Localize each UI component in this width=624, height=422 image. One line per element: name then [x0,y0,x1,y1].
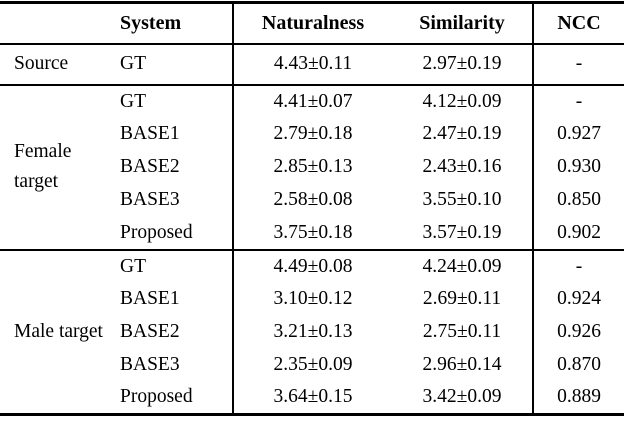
naturalness-cell: 2.58±0.08 [232,183,392,217]
ncc-cell: 0.927 [532,117,624,151]
naturalness-cell: 3.75±0.18 [232,216,392,250]
ncc-cell: 0.870 [532,348,624,382]
table-row: BASE1 3.10±0.12 2.69±0.11 0.924 [0,282,624,316]
system-cell: Proposed [120,386,193,408]
naturalness-cell: 4.49±0.08 [232,249,392,283]
ncc-cell: 0.889 [532,381,624,415]
similarity-cell: 2.75±0.11 [422,321,502,342]
naturalness-cell: 2.35±0.09 [232,348,392,382]
ncc-cell: - [532,43,624,85]
group-label: Source [14,52,69,74]
similarity-cell: 2.69±0.11 [422,288,502,309]
ncc-cell: 0.926 [532,315,624,349]
similarity-cell: 2.47±0.19 [422,123,502,144]
similarity-cell: 2.43±0.16 [422,156,502,177]
naturalness-cell: 4.43±0.11 [232,43,392,85]
system-cell: GT [120,53,146,74]
system-cell: GT [120,90,146,112]
naturalness-cell: 3.21±0.13 [232,315,392,349]
system-cell: BASE1 [120,288,180,309]
ncc-cell: 0.930 [532,150,624,184]
row-group: Source GT 4.43±0.11 2.97±0.19 - [0,43,624,85]
system-cell: BASE3 [120,354,180,375]
similarity-cell: 2.97±0.19 [422,53,502,74]
system-cell: Proposed [120,221,193,243]
ncc-cell: 0.902 [532,216,624,250]
table-header: System Naturalness Similarity NCC [0,2,624,44]
similarity-cell: 2.96±0.14 [422,354,502,375]
naturalness-cell: 3.10±0.12 [232,282,392,316]
ncc-cell: - [532,249,624,283]
naturalness-cell: 4.41±0.07 [232,84,392,118]
table-row: BASE1 2.79±0.18 2.47±0.19 0.927 [0,117,624,151]
table-row: Proposed 3.64±0.15 3.42±0.09 0.889 [0,381,624,415]
table-row: Proposed 3.75±0.18 3.57±0.19 0.902 [0,216,624,250]
table-row: Female target GT 4.41±0.07 4.12±0.09 - [0,84,624,192]
header-system: System [120,11,182,34]
similarity-cell: 3.57±0.19 [422,221,502,243]
header-row: System Naturalness Similarity NCC [0,2,624,44]
similarity-cell: 3.55±0.10 [422,189,502,210]
ncc-cell: 0.850 [532,183,624,217]
header-naturalness: Naturalness [232,2,392,44]
ncc-cell: 0.924 [532,282,624,316]
corner-cell [0,3,105,44]
group-label: Male target [14,320,103,342]
group-label: Female target [14,140,72,192]
table-row: Male target GT 4.49±0.08 4.24±0.09 - [0,249,624,342]
ncc-cell: - [532,84,624,118]
header-similarity: Similarity [419,11,505,34]
system-cell: BASE3 [120,189,180,210]
naturalness-cell: 2.85±0.13 [232,150,392,184]
row-group: Female target GT 4.41±0.07 4.12±0.09 - BASE1 2… [0,84,624,250]
system-cell: GT [120,255,146,277]
header-ncc: NCC [532,2,624,44]
similarity-cell: 3.42±0.09 [422,386,502,408]
similarity-cell: 4.12±0.09 [422,90,502,112]
system-cell: BASE2 [120,321,180,342]
similarity-cell: 4.24±0.09 [422,255,502,277]
row-group: Male target GT 4.49±0.08 4.24±0.09 - BASE1 3.1… [0,249,624,415]
table-row: BASE2 3.21±0.13 2.75±0.11 0.926 [0,315,624,349]
system-cell: BASE2 [120,156,180,177]
table-row: BASE2 2.85±0.13 2.43±0.16 0.930 [0,150,624,184]
table-row: BASE3 2.58±0.08 3.55±0.10 0.850 [0,183,624,217]
naturalness-cell: 3.64±0.15 [232,381,392,415]
table-row: Source GT 4.43±0.11 2.97±0.19 - [0,43,624,85]
system-cell: BASE1 [120,123,180,144]
table-row: BASE3 2.35±0.09 2.96±0.14 0.870 [0,348,624,382]
naturalness-cell: 2.79±0.18 [232,117,392,151]
